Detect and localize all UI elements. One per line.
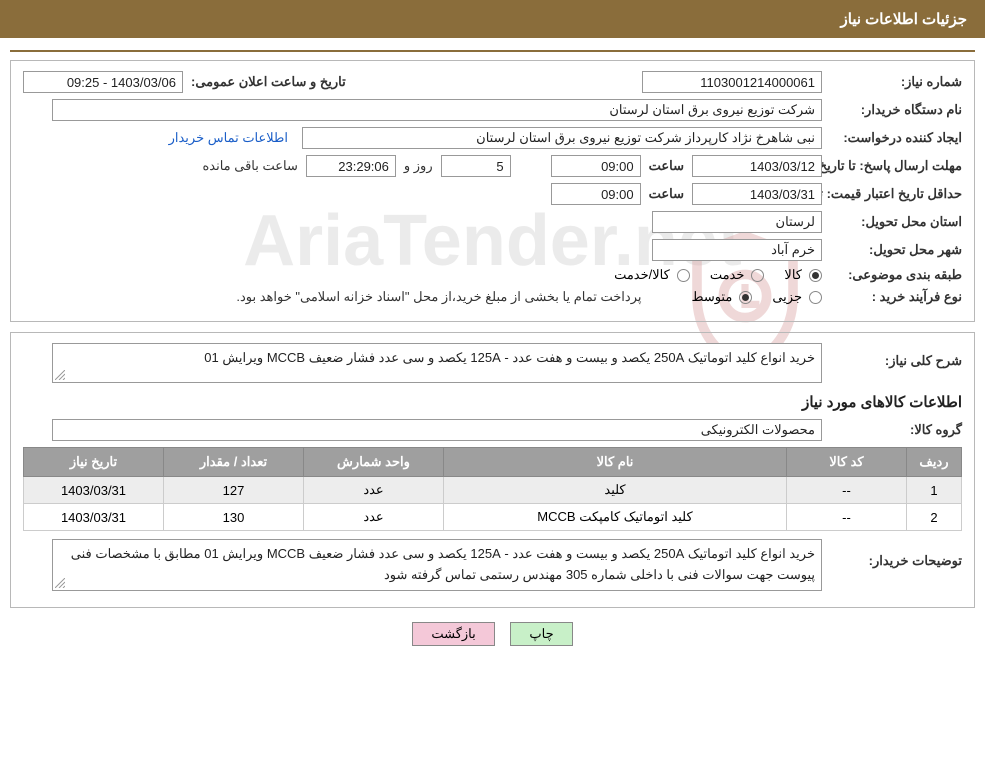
buyer-notes-text: خرید انواع کلید اتوماتیک 250A یکصد و بیس… — [71, 546, 815, 582]
radio-medium-dot[interactable] — [739, 291, 752, 304]
price-valid-time-field: 09:00 — [551, 183, 641, 205]
reply-deadline-text: مهلت ارسال پاسخ: — [859, 158, 962, 173]
divider-top — [10, 50, 975, 52]
buyer-notes-field[interactable]: خرید انواع کلید اتوماتیک 250A یکصد و بیس… — [52, 539, 822, 591]
general-desc-text: خرید انواع کلید اتوماتیک 250A یکصد و بیس… — [204, 350, 815, 365]
city-field: خرم آباد — [652, 239, 822, 261]
reply-time-field: 09:00 — [551, 155, 641, 177]
days-and-label: روز و — [396, 158, 441, 174]
radio-goods-service-dot[interactable] — [677, 269, 690, 282]
radio-goods-label: کالا — [784, 267, 802, 283]
buyer-notes-label: توضیحات خریدار: — [822, 539, 962, 569]
goods-table: ردیف کد کالا نام کالا واحد شمارش تعداد /… — [23, 447, 962, 531]
goods-group-field: محصولات الکترونیکی — [52, 419, 822, 441]
reply-date-field: 1403/03/12 — [692, 155, 822, 177]
th-name: نام کالا — [444, 448, 787, 477]
price-valid-label: حداقل تاریخ اعتبار قیمت: تا تاریخ: — [822, 186, 962, 202]
city-label: شهر محل تحویل: — [822, 242, 962, 258]
countdown-field: 23:29:06 — [306, 155, 396, 177]
radio-goods-service-group[interactable]: کالا/خدمت — [594, 267, 690, 283]
radio-partial-label: جزیی — [772, 289, 802, 305]
goods-group-label: گروه کالا: — [822, 422, 962, 438]
requester-label: ایجاد کننده درخواست: — [822, 130, 962, 146]
table-row: 1--کلیدعدد1271403/03/31 — [24, 477, 962, 504]
print-button[interactable]: چاپ — [510, 622, 572, 646]
th-date: تاریخ نیاز — [24, 448, 164, 477]
table-cell: 127 — [164, 477, 304, 504]
price-valid-text: حداقل تاریخ اعتبار قیمت: — [827, 186, 962, 201]
table-header-row: ردیف کد کالا نام کالا واحد شمارش تعداد /… — [24, 448, 962, 477]
back-button[interactable]: بازگشت — [412, 622, 494, 646]
table-cell: عدد — [304, 504, 444, 531]
table-cell: 1 — [907, 477, 962, 504]
hour-label-2: ساعت — [641, 186, 692, 202]
table-cell: کلید — [444, 477, 787, 504]
buyer-org-label: نام دستگاه خریدار: — [822, 102, 962, 118]
th-unit: واحد شمارش — [304, 448, 444, 477]
subject-class-label: طبقه بندی موضوعی: — [822, 267, 962, 283]
table-cell: -- — [787, 504, 907, 531]
need-no-label: شماره نیاز: — [822, 74, 962, 90]
table-cell: 2 — [907, 504, 962, 531]
main-info-panel: شماره نیاز: 1103001214000061 تاریخ و ساع… — [10, 60, 975, 322]
radio-medium-group[interactable]: متوسط — [671, 289, 752, 305]
buyer-org-field: شرکت توزیع نیروی برق استان لرستان — [52, 99, 822, 121]
table-cell: کلید اتوماتیک کامپکت MCCB — [444, 504, 787, 531]
remaining-label: ساعت باقی مانده — [194, 158, 305, 174]
radio-partial-dot[interactable] — [809, 291, 822, 304]
radio-goods-service-label: کالا/خدمت — [614, 267, 670, 283]
table-row: 2--کلید اتوماتیک کامپکت MCCBعدد1301403/0… — [24, 504, 962, 531]
table-cell: 1403/03/31 — [24, 504, 164, 531]
resize-handle-icon[interactable] — [55, 578, 65, 588]
table-cell: -- — [787, 477, 907, 504]
radio-goods-dot[interactable] — [809, 269, 822, 282]
th-row: ردیف — [907, 448, 962, 477]
resize-handle-icon[interactable] — [55, 370, 65, 380]
th-qty: تعداد / مقدار — [164, 448, 304, 477]
radio-medium-label: متوسط — [691, 289, 732, 305]
days-field: 5 — [441, 155, 511, 177]
table-cell: 1403/03/31 — [24, 477, 164, 504]
hour-label-1: ساعت — [641, 158, 692, 174]
radio-goods-group[interactable]: کالا — [764, 267, 822, 283]
radio-partial-group[interactable]: جزیی — [752, 289, 822, 305]
price-valid-date-field: 1403/03/31 — [692, 183, 822, 205]
payment-note: پرداخت تمام یا بخشی از مبلغ خرید،از محل … — [236, 289, 641, 305]
reply-deadline-label: مهلت ارسال پاسخ: تا تاریخ: — [822, 158, 962, 174]
general-desc-field[interactable]: خرید انواع کلید اتوماتیک 250A یکصد و بیس… — [52, 343, 822, 383]
radio-service-group[interactable]: خدمت — [690, 267, 765, 283]
announce-field: 1403/03/06 - 09:25 — [23, 71, 183, 93]
buyer-contact-link[interactable]: اطلاعات تماس خریدار — [169, 130, 288, 146]
requester-field: نبی شاهرخ نژاد کارپرداز شرکت توزیع نیروی… — [302, 127, 822, 149]
need-no-field: 1103001214000061 — [642, 71, 822, 93]
radio-service-label: خدمت — [710, 267, 745, 283]
page-title: جزئیات اطلاعات نیاز — [841, 11, 968, 28]
purchase-type-label: نوع فرآیند خرید : — [822, 289, 962, 305]
th-code: کد کالا — [787, 448, 907, 477]
table-cell: عدد — [304, 477, 444, 504]
announce-label: تاریخ و ساعت اعلان عمومی: — [183, 74, 354, 90]
table-cell: 130 — [164, 504, 304, 531]
goods-info-title: اطلاعات کالاهای مورد نیاز — [23, 393, 962, 411]
goods-panel: شرح کلی نیاز: خرید انواع کلید اتوماتیک 2… — [10, 332, 975, 608]
province-label: استان محل تحویل: — [822, 214, 962, 230]
button-row: چاپ بازگشت — [0, 622, 985, 646]
radio-service-dot[interactable] — [751, 269, 764, 282]
province-field: لرستان — [652, 211, 822, 233]
page-header: جزئیات اطلاعات نیاز — [0, 0, 985, 38]
general-desc-label: شرح کلی نیاز: — [822, 343, 962, 369]
